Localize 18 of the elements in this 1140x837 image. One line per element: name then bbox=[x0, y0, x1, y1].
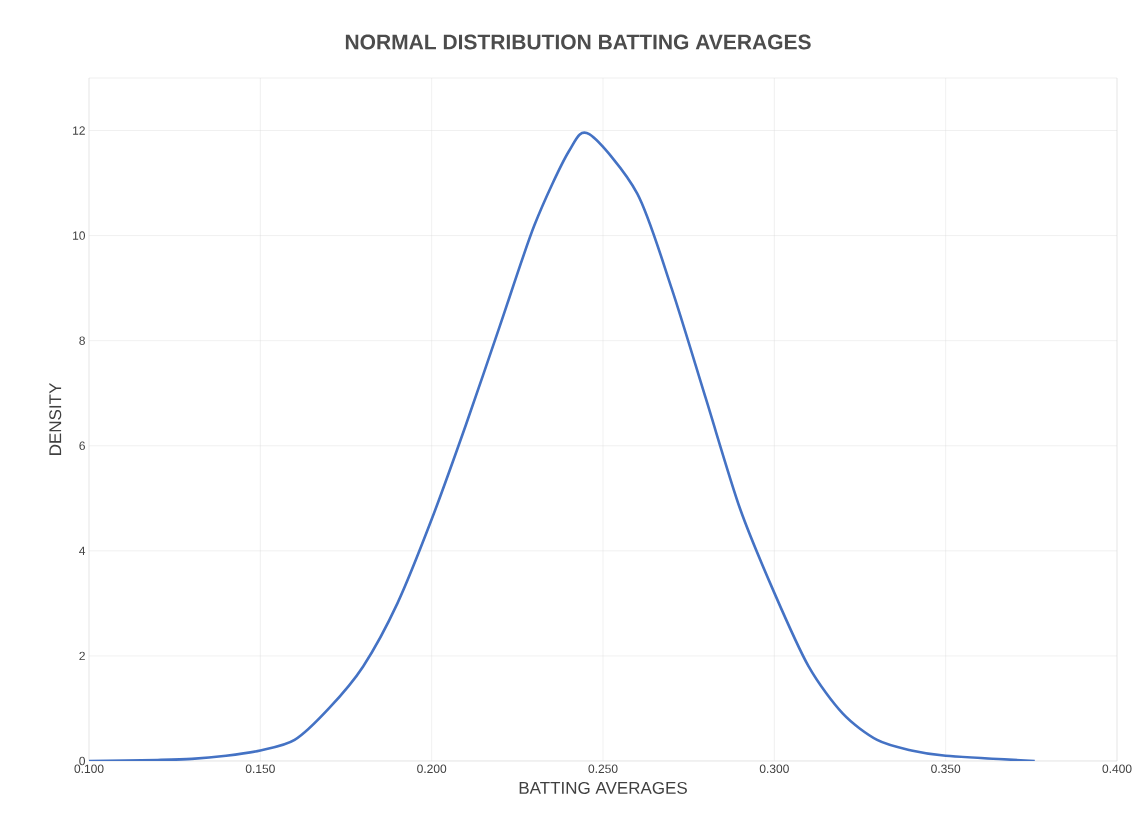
x-axis-title: BATTING AVERAGES bbox=[519, 781, 687, 794]
y-tick-label: 0 bbox=[79, 756, 86, 766]
x-tick-label: 0.300 bbox=[759, 764, 789, 774]
x-tick-label: 0.100 bbox=[74, 764, 104, 774]
chart-title: NORMAL DISTRIBUTION BATTING AVERAGES bbox=[345, 34, 811, 50]
x-tick-label: 0.250 bbox=[588, 764, 618, 774]
y-tick-label: 6 bbox=[79, 441, 85, 450]
x-tick-label: 0.400 bbox=[1102, 764, 1132, 774]
y-tick-label: 2 bbox=[79, 651, 85, 661]
x-tick-label: 0.200 bbox=[417, 764, 447, 774]
x-tick-label: 0.350 bbox=[931, 764, 961, 774]
y-tick-label: 8 bbox=[79, 336, 85, 345]
y-tick-label: 4 bbox=[79, 546, 86, 555]
line-series bbox=[89, 132, 1037, 761]
y-tick-label: 10 bbox=[73, 231, 86, 240]
y-axis-title: DENSITY bbox=[49, 383, 62, 455]
x-tick-label: 0.150 bbox=[245, 764, 275, 774]
y-tick-label: 12 bbox=[73, 126, 85, 135]
